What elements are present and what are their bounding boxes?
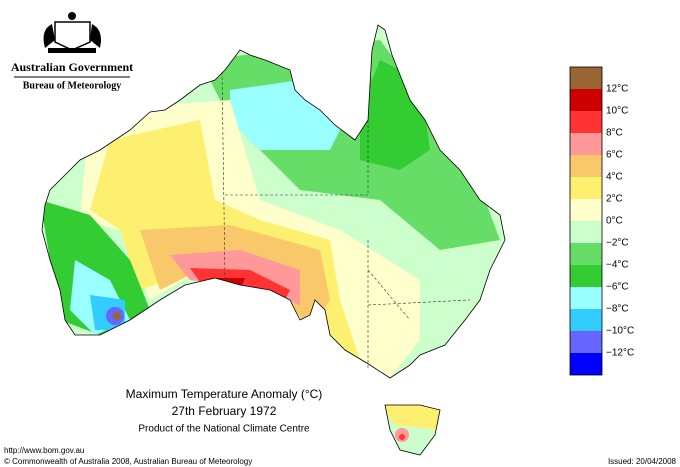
map-title: Maximum Temperature Anomaly (°C) [126,387,323,401]
bureau-name: Bureau of Meteorology [23,80,122,91]
legend-label: 12°C [606,84,628,95]
agency-name: Australian Government [11,60,133,74]
legend-label: −4°C [606,260,629,271]
legend-label: 6°C [606,150,623,161]
legend-label: 0°C [606,216,623,227]
legend-label: 8°C [606,128,623,139]
state-borders [221,71,471,370]
footer-issued: Issued: 20/04/2008 [608,457,677,466]
legend-label: −2°C [606,238,629,249]
logo [43,12,101,53]
legend-label: −8°C [606,304,629,315]
legend-label: −6°C [606,282,629,293]
legend-label: −12°C [606,348,634,359]
footer-url: http://www.bom.gov.au [4,446,84,455]
legend-label: −10°C [606,326,634,337]
legend: 12°C 10°C 8°C 6°C 4°C 2°C 0°C −2°C −4°C −6°C −8°C −… [569,66,634,376]
map-product: Product of the National Climate Centre [138,424,310,435]
legend-label: 4°C [606,172,623,183]
footer-copyright: © Commonwealth of Australia 2008, Austra… [4,457,252,466]
map-date: 27th February 1972 [172,404,277,418]
legend-label: 2°C [606,194,623,205]
legend-label: 10°C [606,106,628,117]
